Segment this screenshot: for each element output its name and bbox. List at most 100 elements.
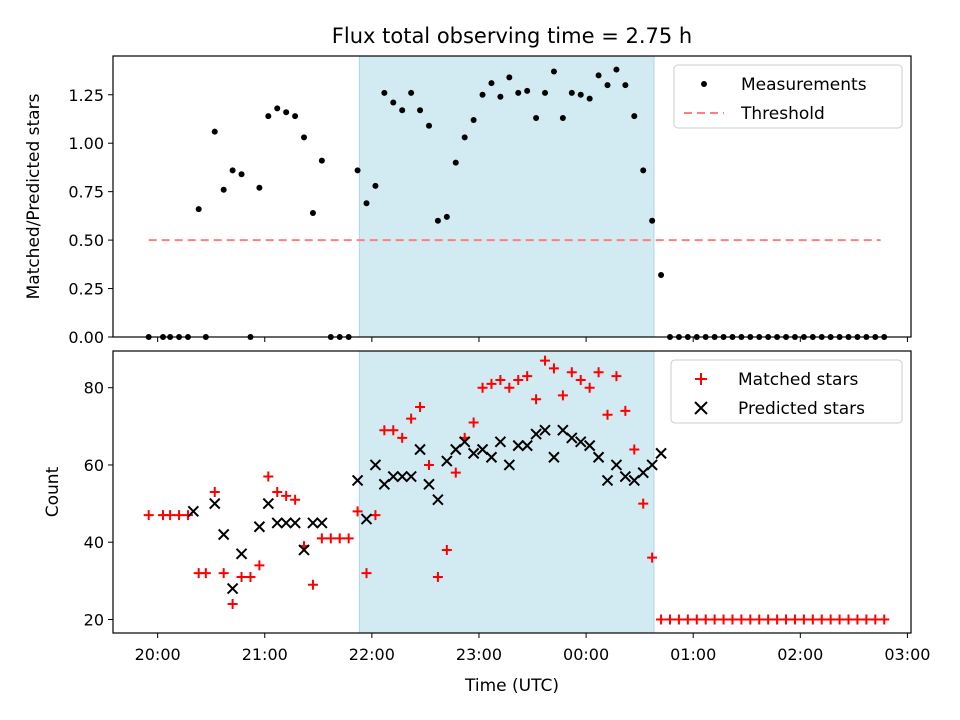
matched-star-point	[263, 471, 274, 482]
measurement-point	[390, 99, 397, 106]
predicted-star-point	[458, 436, 471, 448]
x-tick-label: 20:00	[135, 645, 181, 664]
measurement-point	[318, 157, 325, 164]
predicted-star-point	[414, 443, 426, 456]
matched-star-point	[388, 425, 399, 436]
legend-box	[670, 359, 903, 424]
matched-star-point	[772, 614, 783, 625]
predicted-star-point	[387, 470, 399, 483]
matched-star-point	[227, 599, 238, 610]
measurement-point	[292, 113, 299, 120]
matched-star-point	[531, 394, 542, 405]
predicted-star-point	[396, 470, 408, 483]
measurement-point	[649, 217, 656, 224]
matched-star-point	[254, 560, 265, 571]
matched-star-point	[290, 494, 301, 505]
measurement-point	[533, 115, 540, 122]
measurement-point	[515, 89, 522, 96]
x-tick-label: 03:00	[884, 645, 930, 664]
matched-star-point	[709, 614, 720, 625]
y-tick-label: 1.25	[68, 86, 104, 105]
measurement-point	[220, 186, 227, 193]
measurement-point	[595, 72, 602, 79]
predicted-star-point	[619, 470, 632, 483]
measurement-point	[399, 107, 406, 114]
matched-star-point	[486, 378, 497, 389]
matched-star-point	[165, 510, 176, 521]
legend: Matched stars Predicted stars	[670, 359, 903, 424]
matched-star-point	[852, 614, 863, 625]
matched-star-point	[754, 614, 765, 625]
predicted-star-point	[405, 470, 417, 483]
x-tick-label: 01:00	[670, 645, 716, 664]
measurement-point	[470, 116, 477, 123]
matched-star-point	[468, 417, 479, 428]
matched-star-point	[834, 614, 845, 625]
matched-star-point	[584, 382, 595, 393]
predicted-star-point	[503, 459, 516, 471]
predicted-star-point	[592, 451, 605, 463]
measurement-point	[265, 113, 272, 120]
predicted-star-point	[307, 517, 319, 529]
predicted-star-point	[485, 451, 498, 463]
measurement-point	[372, 182, 379, 189]
matched-star-point	[629, 444, 640, 455]
measurement-point	[283, 109, 290, 116]
matched-star-point	[423, 459, 434, 470]
matched-star-point	[736, 614, 747, 625]
measurement-point	[524, 87, 531, 94]
x-axis-label: Time (UTC)	[464, 676, 559, 696]
matched-star-point	[200, 568, 211, 579]
matched-star-point	[879, 614, 890, 625]
measurement-point	[452, 159, 459, 166]
predicted-star-point	[521, 439, 533, 452]
measurement-point	[301, 134, 308, 141]
matched-star-point	[566, 367, 577, 378]
matched-star-point	[182, 510, 193, 521]
measurement-point	[622, 82, 629, 89]
matched-star-point	[415, 402, 426, 413]
measurement-point	[229, 167, 236, 174]
measurement-point	[497, 93, 504, 100]
measurement-point	[479, 91, 486, 98]
matched-star-point	[245, 571, 256, 582]
measurement-point	[363, 200, 370, 207]
matched-star-point	[218, 568, 229, 579]
predicted-star-point	[655, 447, 667, 460]
matched-star-point	[370, 510, 381, 521]
matched-star-point	[379, 425, 390, 436]
measurement-point	[577, 91, 584, 98]
legend-label: Predicted stars	[738, 399, 865, 419]
matched-star-point	[647, 552, 658, 563]
predicted-star-point	[235, 548, 248, 560]
predicted-star-point	[566, 432, 578, 444]
measurement-point	[425, 122, 432, 129]
matched-star-point	[343, 533, 354, 544]
matched-star-point	[316, 533, 327, 544]
y-tick-label: 0.25	[68, 280, 104, 299]
measurement-point	[488, 80, 495, 87]
matched-star-point	[432, 571, 443, 582]
legend-marker-x	[694, 401, 708, 415]
predicted-star-point	[441, 455, 453, 467]
star-count-panel: 20 40 60 80 20:00 21:00 22:00 23:00 00:00 01:00 02…	[43, 350, 930, 696]
observing-window-band	[358, 55, 655, 338]
predicted-star-point	[583, 439, 596, 452]
measurements-panel: 0.00 0.25 0.50 0.75 1.00 1.25 Matched/Predicte…	[24, 55, 912, 347]
legend-label: Measurements	[741, 75, 867, 95]
x-tick-label: 21:00	[242, 645, 288, 664]
measurement-point	[256, 184, 263, 191]
measurement-point	[417, 107, 424, 114]
predicted-star-point	[494, 436, 507, 448]
legend-label: Threshold	[740, 104, 825, 124]
matched-star-point	[174, 510, 185, 521]
measurement-point	[354, 167, 361, 174]
measurement-point	[434, 217, 441, 224]
predicted-star-point	[467, 447, 480, 460]
predicted-star-point	[316, 517, 328, 529]
matched-star-point	[548, 363, 559, 374]
legend-label: Matched stars	[738, 370, 858, 390]
axes-frame	[112, 350, 912, 634]
matched-star-point	[593, 367, 604, 378]
